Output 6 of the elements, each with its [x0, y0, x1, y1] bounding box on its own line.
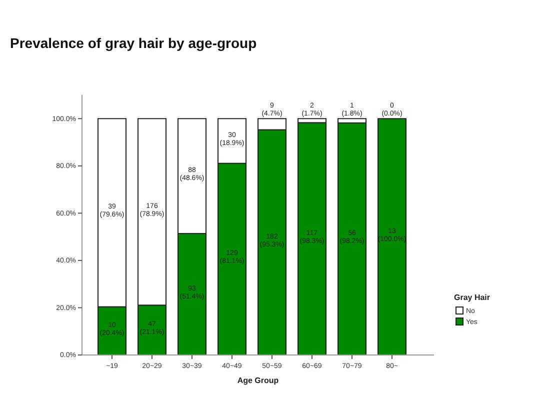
- chart-title: Prevalence of gray hair by age-group: [10, 35, 257, 51]
- bar: [298, 122, 326, 356]
- bar: [378, 118, 406, 356]
- x-axis-title: Age Group: [237, 376, 279, 385]
- legend-title: Gray Hair: [454, 293, 490, 302]
- bar: [338, 122, 366, 356]
